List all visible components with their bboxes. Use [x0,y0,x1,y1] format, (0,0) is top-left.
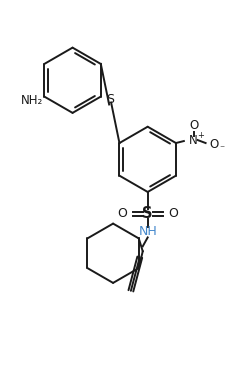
Text: O: O [209,138,218,150]
Text: S: S [143,206,153,221]
Text: +: + [197,130,204,139]
Text: N: N [189,133,198,147]
Text: ⁻: ⁻ [219,144,224,154]
Text: NH: NH [138,225,157,238]
Text: O: O [117,207,127,220]
Text: O: O [168,207,178,220]
Text: NH₂: NH₂ [21,94,44,107]
Text: S: S [106,93,114,106]
Text: O: O [189,119,198,132]
